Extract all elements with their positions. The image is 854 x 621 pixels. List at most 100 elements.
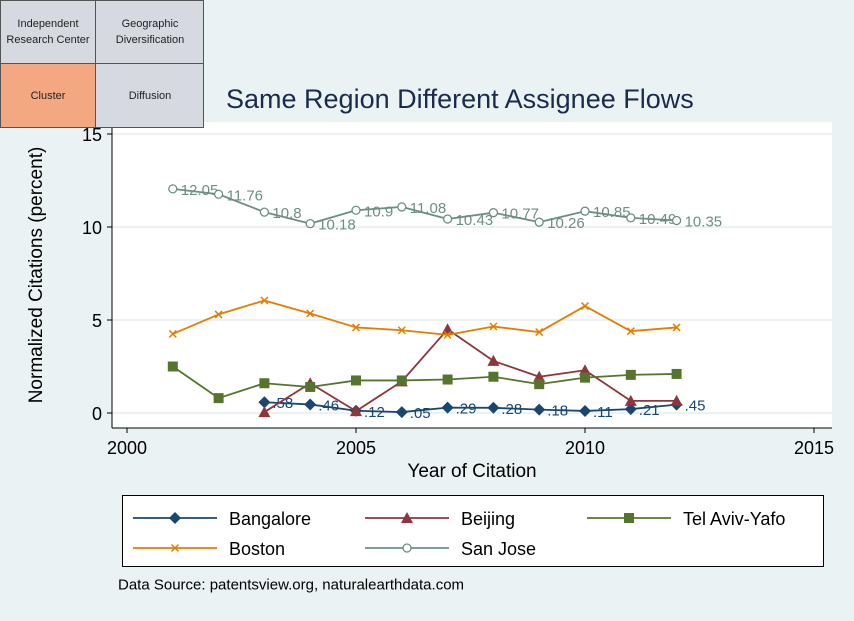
data-label-san-jose-2003: 10.8 [272,205,301,222]
point-san-jose-2003 [259,207,270,217]
data-label-bangalore-2005: .12 [364,404,385,421]
x-axis-label: Year of Citation [407,461,537,482]
point-san-jose-2002 [213,189,224,199]
legend-marker-tel-aviv-yafo [624,513,634,523]
chart-legend: Bangalore Beijing Tel Aviv-Yafo Boston S… [122,495,824,567]
data-source-note: Data Source: patentsview.org, naturalear… [118,576,465,594]
point-beijing-2005 [350,405,362,417]
point-san-jose-2006 [397,202,407,212]
series-line-tel-aviv-yafo [172,365,677,400]
point-boston-2006 [397,326,406,335]
tab-independent-research-center[interactable]: Independent Research Center [1,1,96,64]
data-label-bangalore-2007: .29 [456,401,477,418]
point-tel-aviv-yafo-2011 [625,369,636,380]
point-san-jose-2011 [626,213,636,223]
point-boston-2011 [626,327,635,336]
data-label-san-jose-2010: 10.85 [593,204,631,221]
y-tick-label-0: 0 [92,404,102,424]
point-san-jose-2009 [534,217,544,227]
point-tel-aviv-yafo-2002 [213,393,224,404]
legend-swatch-beijing [365,512,449,523]
series-line-beijing [263,328,677,413]
point-tel-aviv-yafo-2009 [534,379,545,390]
data-label-bangalore-2004: .46 [318,397,339,414]
point-san-jose-2012 [671,215,682,226]
plot-area [112,122,832,428]
tab-cluster[interactable]: Cluster [1,64,96,127]
view-tabs: Independent Research Center Geographic D… [0,0,204,128]
point-beijing-2008 [487,354,500,366]
point-boston-2003 [260,296,269,305]
legend-marker-boston [170,543,180,553]
point-beijing-2003 [258,406,271,418]
data-label-bangalore-2010: .11 [593,404,613,421]
point-bangalore-2008 [487,401,500,414]
point-boston-2009 [535,328,544,337]
data-label-san-jose-2012: 10.35 [685,213,723,230]
point-beijing-2012 [670,394,683,406]
x-tick-label-2010: 2010 [565,438,605,458]
series-line-boston [172,299,677,336]
point-boston-2002 [214,310,223,319]
point-tel-aviv-yafo-2006 [396,375,407,386]
legend-swatch-bangalore [133,512,217,524]
y-tick-label-15: 15 [82,125,102,145]
data-label-san-jose-2001: 12.05 [181,182,219,199]
point-san-jose-2007 [442,214,453,224]
point-boston-2007 [443,330,452,339]
point-bangalore-2004 [304,398,317,411]
point-tel-aviv-yafo-2001 [167,361,178,372]
data-label-san-jose-2011: 10.49 [639,211,677,228]
series-line-bangalore [264,401,677,413]
data-label-bangalore-2006: .05 [410,405,431,422]
data-label-bangalore-2003: .58 [272,395,293,412]
point-bangalore-2006 [395,406,408,419]
chart-title: Same Region Different Assignee Flows [226,84,694,114]
tab-geographic-diversification[interactable]: Geographic Diversification [96,1,204,64]
data-label-san-jose-2004: 10.18 [318,217,356,234]
legend-label-beijing: Beijing [461,509,516,529]
legend-swatch-boston [133,543,217,553]
legend-swatch-tel-aviv-yafo [587,513,671,523]
data-label-san-jose-2008: 10.77 [501,206,539,223]
data-label-san-jose-2007: 10.43 [456,212,494,229]
data-label-bangalore-2009: .18 [547,403,568,420]
point-bangalore-2007 [441,401,454,414]
point-san-jose-2004 [305,219,315,229]
y-axis-label: Normalized Citations (percent) [26,146,47,404]
data-label-bangalore-2011: .21 [639,402,660,419]
point-tel-aviv-yafo-2008 [488,371,499,382]
point-boston-2005 [351,323,361,332]
point-beijing-2010 [579,364,591,376]
legend-label-tel-aviv-yafo: Tel Aviv-Yafo [683,509,786,529]
data-label-bangalore-2012: .45 [685,398,706,415]
data-label-bangalore-2008: .28 [501,401,522,418]
point-tel-aviv-yafo-2004 [305,381,316,392]
point-san-jose-2001 [168,184,178,194]
legend-label-boston: Boston [229,539,286,559]
legend-marker-beijing [401,512,413,523]
point-san-jose-2008 [488,208,499,218]
tab-diffusion[interactable]: Diffusion [128,89,172,102]
point-bangalore-2011 [624,403,637,416]
legend-marker-bangalore [169,512,181,524]
point-bangalore-2003 [258,396,271,409]
x-tick-label-2000: 2000 [107,438,147,458]
data-label-san-jose-2009: 10.26 [547,215,585,232]
point-san-jose-2005 [351,205,361,215]
point-bangalore-2009 [533,403,546,416]
legend-label-bangalore: Bangalore [229,509,312,529]
point-tel-aviv-yafo-2007 [442,374,453,385]
legend-swatch-san-jose [365,543,449,553]
y-tick-label-10: 10 [82,218,102,238]
point-tel-aviv-yafo-2005 [351,375,361,386]
x-tick-label-2015: 2015 [794,438,834,458]
data-label-san-jose-2005: 10.9 [364,203,393,220]
legend-marker-san-jose [402,543,412,553]
point-boston-2010 [580,302,590,311]
data-label-san-jose-2002: 11.76 [227,187,263,204]
legend-label-san-jose: San Jose [461,539,537,559]
point-boston-2012 [672,323,681,332]
point-beijing-2009 [533,370,546,382]
